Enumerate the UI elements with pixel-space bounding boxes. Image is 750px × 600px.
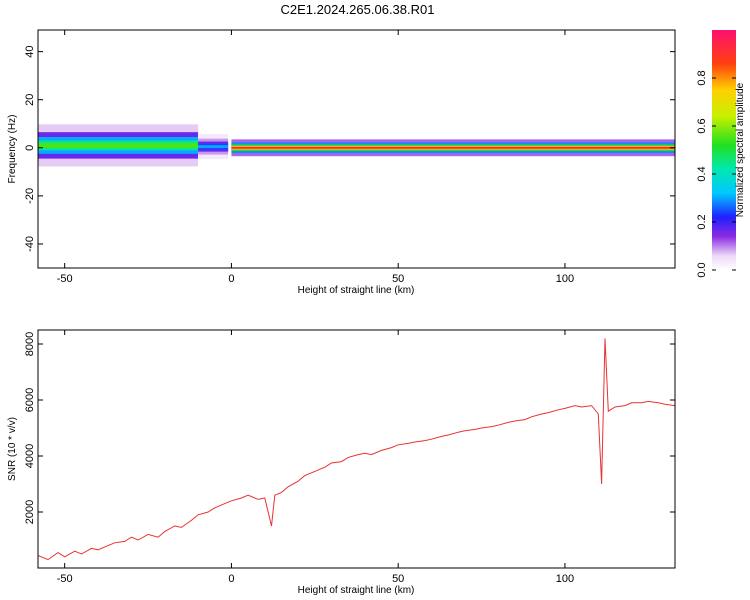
spectrogram-y-tick-label: -20 [24, 188, 36, 204]
snr-x-label: Height of straight line (km) [298, 585, 415, 596]
spectrogram-y-tick-label: 40 [24, 46, 36, 58]
snr-x-tick-label: 100 [556, 573, 574, 585]
snr-series-line [38, 338, 675, 561]
heatmap-band [38, 142, 199, 148]
snr-y-tick-label: 4000 [24, 444, 36, 468]
spectrogram-x-label: Height of straight line (km) [298, 285, 415, 296]
snr-x-ticks: -50 0 50 100 [57, 330, 574, 585]
snr-y-tick-label: 2000 [24, 500, 36, 524]
spectrogram-y-tick-label: 20 [24, 94, 36, 106]
snr-y-label: SNR (10 * v/v) [7, 417, 18, 481]
colorbar-label: Normalized spectral amplitude [735, 82, 746, 217]
snr-x-tick-label: 50 [392, 573, 404, 585]
page-title: C2E1.2024.265.06.38.R01 [280, 2, 435, 17]
spectrogram-panel: -50 0 50 100 -40 -20 0 20 40 Height of straight… [7, 29, 676, 296]
snr-x-tick-label: 0 [228, 573, 234, 585]
colorbar-tick-label: 0.6 [696, 118, 708, 133]
snr-frame [37, 329, 676, 569]
colorbar-tick-label: 0.8 [696, 70, 708, 85]
snr-x-tick-label: -50 [57, 573, 73, 585]
colorbar-gradient [712, 30, 736, 270]
colorbar-tick-label: 0.2 [696, 214, 708, 229]
snr-y-tick-label: 6000 [24, 388, 36, 412]
snr-y-ticks: 2000 4000 6000 8000 [24, 332, 675, 524]
spectrogram-x-tick-label: 50 [392, 273, 404, 285]
spectrogram-x-ticks: -50 0 50 100 [57, 30, 574, 285]
spectrogram-x-tick-label: -50 [57, 273, 73, 285]
colorbar-tick-label: 0.0 [696, 262, 708, 277]
colorbar-ticks: 0.0 0.2 0.4 0.6 0.8 [696, 70, 736, 278]
heatmap-band [231, 146, 675, 149]
colorbar-tick-label: 0.4 [696, 166, 708, 181]
spectrogram-y-tick-label: -40 [24, 236, 36, 252]
heatmap-band [198, 145, 229, 149]
spectrogram-y-tick-label: 0 [24, 145, 36, 151]
spectrogram-frame [37, 29, 676, 269]
snr-panel: -50 0 50 100 2000 4000 6000 8000 Height of str… [7, 329, 676, 596]
colorbar: 0.0 0.2 0.4 0.6 0.8 Normalized spectral ampl… [696, 30, 746, 278]
spectrogram-y-ticks: -40 -20 0 20 40 [24, 46, 675, 252]
spectrogram-x-tick-label: 100 [556, 273, 574, 285]
spectrogram-y-label: Frequency (Hz) [7, 115, 18, 184]
spectrogram-x-tick-label: 0 [228, 273, 234, 285]
snr-y-tick-label: 8000 [24, 332, 36, 356]
spectrogram-heatmap [38, 124, 675, 167]
